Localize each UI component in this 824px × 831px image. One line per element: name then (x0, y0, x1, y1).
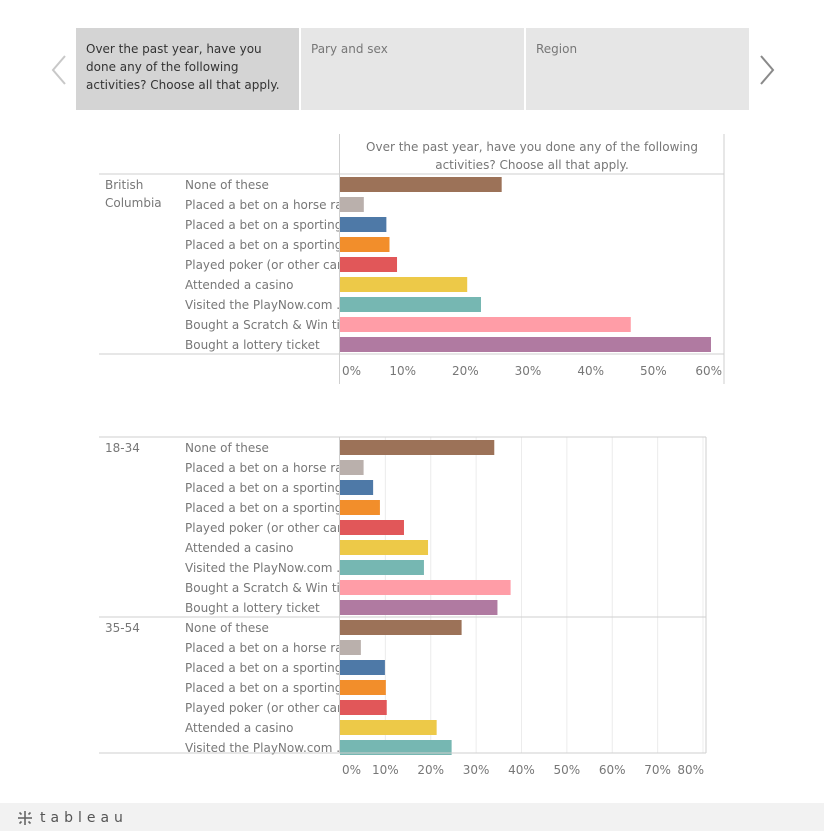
category-label: Placed a bet on a sporting.. (185, 481, 350, 495)
chart-title: activities? Choose all that apply. (435, 158, 629, 172)
bar (340, 317, 631, 332)
x-tick-label: 10% (389, 364, 416, 378)
category-label: Attended a casino (185, 278, 293, 292)
x-tick-label: 50% (640, 364, 667, 378)
next-arrow-icon[interactable] (756, 52, 778, 88)
bar (340, 197, 364, 212)
tab-activities[interactable]: Over the past year, have you done any of… (76, 28, 299, 110)
bar (340, 540, 429, 555)
bar (340, 277, 468, 292)
category-label: Placed a bet on a sporting.. (185, 238, 350, 252)
x-tick-label: 30% (515, 364, 542, 378)
category-label: Attended a casino (185, 541, 293, 555)
category-label: None of these (185, 621, 269, 635)
category-label: Visited the PlayNow.com .. (185, 561, 344, 575)
category-label: Placed a bet on a sporting.. (185, 661, 350, 675)
x-tick-label: 50% (554, 763, 581, 777)
x-tick-label: 40% (577, 364, 604, 378)
category-label: Visited the PlayNow.com .. (185, 741, 344, 755)
bar (340, 480, 374, 495)
x-tick-label: 10% (372, 763, 399, 777)
tableau-logo[interactable]: tableau (16, 809, 128, 827)
category-label: Bought a Scratch & Win ti.. (185, 581, 348, 595)
bar (340, 500, 380, 515)
category-label: Bought a lottery ticket (185, 601, 320, 615)
bar (340, 297, 481, 312)
bar (340, 600, 498, 615)
x-tick-label: 40% (508, 763, 535, 777)
chart-title: Over the past year, have you done any of… (366, 140, 698, 154)
category-label: Attended a casino (185, 721, 293, 735)
category-label: None of these (185, 441, 269, 455)
category-label: Placed a bet on a sporting.. (185, 501, 350, 515)
category-label: Placed a bet on a sporting.. (185, 681, 350, 695)
bar (340, 640, 361, 655)
bar (340, 217, 387, 232)
bar (340, 660, 385, 675)
tab-party-and-sex[interactable]: Pary and sex (301, 28, 524, 110)
category-label: None of these (185, 178, 269, 192)
category-label: Placed a bet on a horse ra.. (185, 641, 350, 655)
category-label: Bought a Scratch & Win ti.. (185, 318, 348, 332)
group-label: 35-54 (105, 621, 140, 635)
x-tick-label: 0% (342, 364, 361, 378)
bar (340, 620, 462, 635)
bar (340, 580, 511, 595)
tab-region[interactable]: Region (526, 28, 749, 110)
chart-british-columbia: Over the past year, have you done any of… (99, 134, 725, 384)
x-tick-label: 0% (342, 763, 361, 777)
previous-arrow-icon[interactable] (48, 52, 70, 88)
bar (340, 237, 390, 252)
tableau-wordmark: tableau (40, 810, 128, 826)
category-label: Played poker (or other car.. (185, 521, 348, 535)
x-tick-label: 70% (644, 763, 671, 777)
footer-bar: tableau (0, 803, 824, 831)
x-tick-label: 60% (695, 364, 722, 378)
bar (340, 720, 437, 735)
bar (340, 560, 424, 575)
category-label: Bought a lottery ticket (185, 338, 320, 352)
group-label: British (105, 178, 143, 192)
bar (340, 740, 452, 755)
bar (340, 680, 386, 695)
x-tick-label: 80% (677, 763, 704, 777)
group-label: 18-34 (105, 441, 140, 455)
bar (340, 257, 398, 272)
bar (340, 700, 387, 715)
bar (340, 520, 404, 535)
chart-age-groups: 18-34 None of these Placed a bet on a hors… (99, 436, 707, 777)
group-label: Columbia (105, 196, 162, 210)
category-label: Placed a bet on a horse ra.. (185, 461, 350, 475)
x-tick-label: 20% (417, 763, 444, 777)
bar (340, 440, 495, 455)
tableau-plus-icon (18, 811, 32, 825)
category-label: Played poker (or other car.. (185, 701, 348, 715)
bar (340, 460, 364, 475)
x-tick-label: 30% (463, 763, 490, 777)
bar (340, 177, 502, 192)
bar (340, 337, 711, 352)
category-label: Played poker (or other car.. (185, 258, 348, 272)
category-label: Visited the PlayNow.com .. (185, 298, 344, 312)
category-label: Placed a bet on a horse ra.. (185, 198, 350, 212)
x-tick-label: 20% (452, 364, 479, 378)
x-tick-label: 60% (599, 763, 626, 777)
category-label: Placed a bet on a sporting.. (185, 218, 350, 232)
